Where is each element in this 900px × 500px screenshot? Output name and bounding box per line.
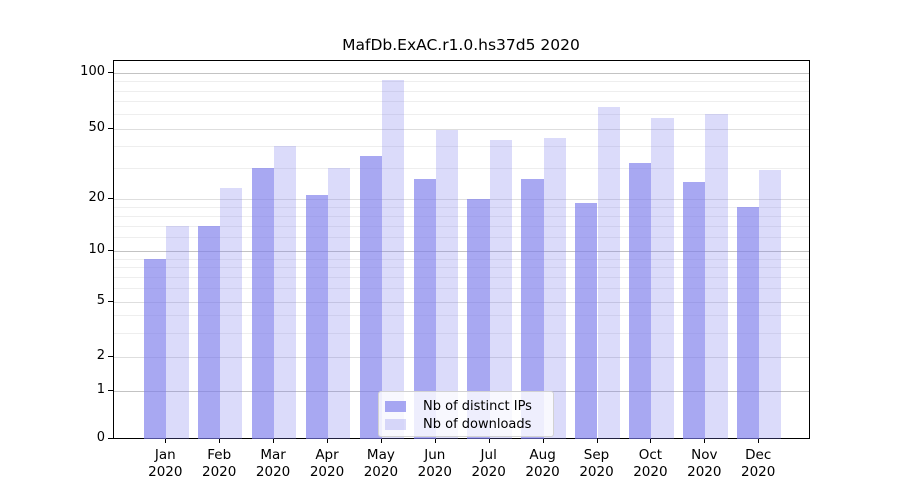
gridline-18	[114, 206, 809, 208]
bar-downloads-aug	[543, 138, 566, 439]
bar-distinct-ips-nov	[683, 181, 706, 439]
x-tick-label-may: May 2020	[363, 447, 399, 480]
gridline-40	[114, 145, 809, 147]
gridline-8	[114, 267, 809, 269]
y-tick-label-1: 1	[96, 382, 105, 397]
bar-downloads-mar	[274, 145, 297, 439]
bar-downloads-feb	[220, 188, 243, 439]
x-tick-mark-jan	[165, 439, 167, 443]
gridline-60	[114, 113, 809, 115]
x-tick-mark-jun	[434, 439, 436, 443]
y-tick-label-20: 20	[88, 189, 105, 205]
x-tick-mark-apr	[327, 439, 328, 443]
legend-row-distinct-ips: Nb of distinct IPs	[385, 397, 553, 415]
bar-downloads-jan	[166, 225, 189, 439]
x-tick-mark-may	[380, 439, 382, 443]
gridline-14	[114, 225, 809, 227]
x-tick-mark-sep	[596, 439, 598, 443]
y-tick-label-2: 2	[96, 348, 105, 363]
x-tick-mark-dec	[758, 439, 760, 443]
y-tick-label-100: 100	[80, 63, 105, 79]
y-tick-label-0: 0	[96, 430, 105, 445]
legend-row-downloads: Nb of downloads	[385, 415, 553, 433]
x-tick-label-jul: Jul 2020	[471, 447, 506, 480]
bar-distinct-ips-mar	[251, 167, 275, 439]
x-tick-label-mar: Mar 2020	[255, 447, 291, 480]
x-tick-mark-nov	[704, 439, 706, 443]
gridline-16	[114, 215, 809, 217]
y-tick-mark-2	[108, 356, 113, 357]
x-tick-label-feb: Feb 2020	[202, 447, 237, 480]
x-tick-mark-jul	[488, 439, 490, 443]
bar-downloads-nov	[705, 113, 728, 439]
bar-distinct-ips-sep	[575, 202, 598, 439]
bar-distinct-ips-feb	[197, 225, 221, 439]
gridline-2	[114, 357, 809, 358]
legend-label-distinct-ips: Nb of distinct IPs	[423, 398, 532, 414]
gridline-9	[114, 258, 809, 260]
y-tick-mark-20	[108, 197, 113, 199]
y-tick-label-50: 50	[88, 119, 105, 135]
bar-downloads-may	[381, 80, 405, 439]
x-tick-mark-mar	[273, 439, 275, 443]
y-tick-label-10: 10	[88, 242, 105, 257]
gridline-12	[114, 237, 809, 239]
gridline-10	[114, 251, 809, 252]
bar-downloads-jun	[435, 130, 459, 439]
bar-distinct-ips-may	[359, 155, 382, 439]
legend-swatch-distinct-ips	[385, 400, 406, 412]
y-tick-mark-5	[108, 300, 113, 302]
y-tick-mark-10	[108, 250, 113, 251]
gridline-80	[114, 90, 809, 92]
gridline-6	[114, 288, 809, 290]
y-tick-label-5: 5	[96, 292, 105, 308]
gridline-7	[114, 277, 809, 279]
bar-downloads-sep	[597, 107, 620, 439]
bar-distinct-ips-aug	[521, 178, 544, 439]
gridline-50	[114, 128, 809, 130]
gridline-90	[114, 81, 809, 83]
bar-distinct-ips-jun	[413, 178, 436, 439]
x-tick-mark-aug	[542, 439, 544, 443]
bar-downloads-dec	[759, 170, 782, 439]
x-tick-label-apr: Apr 2020	[309, 447, 345, 480]
x-tick-label-nov: Nov 2020	[687, 447, 722, 480]
chart-title: MafDb.ExAC.r1.0.hs37d5 2020	[342, 36, 580, 54]
bar-distinct-ips-jul	[467, 198, 490, 439]
y-tick-mark-1	[108, 390, 113, 391]
gridline-20	[114, 198, 809, 200]
bar-distinct-ips-oct	[629, 162, 652, 439]
x-tick-label-oct: Oct 2020	[633, 447, 668, 480]
bar-downloads-jul	[489, 140, 512, 439]
x-tick-label-jan: Jan 2020	[148, 447, 183, 480]
bars-layer	[114, 61, 809, 439]
bar-downloads-oct	[651, 118, 674, 439]
gridline-100	[114, 72, 809, 74]
y-tick-mark-50	[108, 127, 113, 129]
legend-swatch-downloads	[385, 418, 406, 430]
plot-area	[113, 60, 810, 439]
bar-distinct-ips-jan	[144, 258, 167, 439]
x-tick-mark-feb	[219, 439, 221, 443]
gridline-3	[114, 332, 809, 334]
x-tick-label-dec: Dec 2020	[741, 447, 776, 480]
gridline-70	[114, 101, 809, 103]
bar-downloads-apr	[328, 167, 351, 439]
bar-distinct-ips-dec	[736, 206, 760, 439]
y-tick-mark-0	[108, 438, 113, 439]
gridline-30	[114, 167, 809, 169]
bar-distinct-ips-apr	[305, 194, 328, 439]
gridlines-layer	[114, 61, 809, 438]
y-tick-mark-100	[108, 71, 113, 73]
x-tick-label-sep: Sep 2020	[579, 447, 614, 480]
legend: Nb of distinct IPs Nb of downloads	[378, 391, 554, 437]
legend-label-downloads: Nb of downloads	[423, 416, 532, 432]
x-tick-label-jun: Jun 2020	[417, 447, 452, 480]
gridline-5	[114, 301, 809, 303]
x-tick-label-aug: Aug 2020	[525, 447, 560, 480]
gridline-4	[114, 315, 809, 317]
x-tick-mark-oct	[650, 439, 652, 443]
